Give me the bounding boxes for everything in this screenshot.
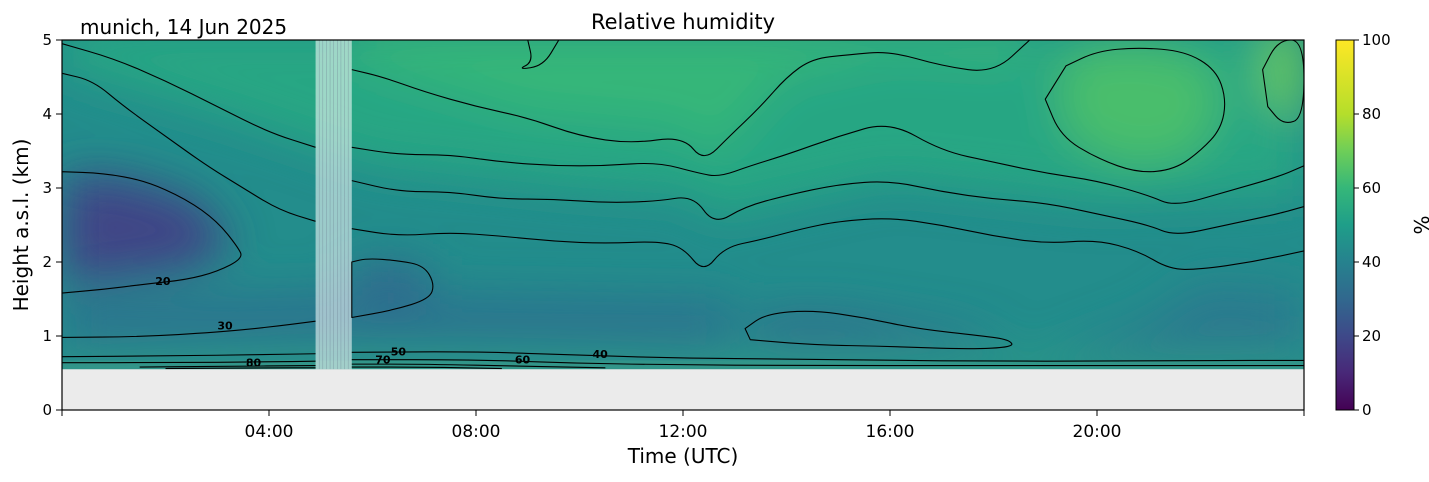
contour-label-2: 80: [246, 357, 262, 370]
contour-label-0: 20: [155, 275, 171, 288]
below-surface-area: [62, 369, 1304, 410]
colorbar-tick-label: 40: [1362, 253, 1381, 271]
field-band-1: [351, 40, 1026, 159]
masked-contours: [318, 40, 349, 370]
contour-label-3: 70: [375, 354, 391, 367]
contour-label-1: 30: [217, 320, 233, 333]
colorbar-tick-label: 0: [1362, 401, 1372, 419]
contour-label-4: 50: [391, 346, 407, 359]
y-tick-label: 1: [42, 327, 52, 345]
contour-40-4: [62, 72, 316, 222]
x-axis-label: Time (UTC): [627, 444, 739, 468]
colorbar-tick-label: 100: [1362, 31, 1391, 49]
field-band-4: [62, 173, 233, 285]
contour-60-16: [351, 359, 1304, 367]
y-tick-label: 5: [42, 31, 52, 49]
contour-70-17: [139, 365, 316, 368]
field-blobs: [62, 40, 1304, 370]
contour-label-5: 60: [515, 354, 531, 367]
colorbar-gradient: [1335, 39, 1355, 411]
x-tick-label: 04:00: [245, 422, 294, 442]
x-tick-label: 20:00: [1073, 422, 1122, 442]
contour-70-18: [351, 363, 606, 369]
x-tick-label: 16:00: [866, 422, 915, 442]
field-band-7: [62, 291, 735, 351]
contour-50-7: [351, 180, 1304, 234]
y-tick-label: 2: [42, 253, 52, 271]
contour-80-19: [165, 367, 316, 370]
contour-label-6: 40: [593, 348, 609, 361]
contour-50-13: [62, 353, 316, 358]
contour-30-3: [62, 320, 316, 339]
y-tick-label: 0: [42, 401, 52, 419]
contour-20-0: [62, 171, 242, 294]
y-axis-label: Height a.s.l. (km): [9, 139, 33, 312]
contour-60-9: [351, 40, 1031, 157]
x-tick-label: 12:00: [659, 422, 708, 442]
y-tick-label: 3: [42, 179, 52, 197]
x-tick-label: 08:00: [452, 422, 501, 442]
field-band-8: [1045, 284, 1304, 359]
contour-60-15: [62, 360, 316, 364]
colorbar-tick-label: 20: [1362, 327, 1381, 345]
y-tick-label: 4: [42, 105, 52, 123]
contour-60-11: [1044, 47, 1226, 173]
contour-40-5: [351, 218, 1304, 270]
contour-70-12: [1262, 40, 1304, 123]
colorbar: 0 20 40 60 80 100 %: [1335, 31, 1429, 419]
contour-60-10: [521, 40, 560, 69]
field-band-6: [745, 313, 1015, 348]
y-axis: 0 1 2 3 4 5: [42, 31, 62, 419]
chart-title: Relative humidity: [591, 10, 775, 34]
contour-55-8: [351, 125, 1304, 204]
field-band-3: [1262, 40, 1304, 122]
chart-subtitle: munich, 14 Jun 2025: [80, 15, 287, 39]
colorbar-tick-label: 80: [1362, 105, 1381, 123]
humidity-field: [62, 40, 1304, 370]
contour-30-2: [744, 310, 1013, 350]
contour-50-14: [351, 351, 1304, 362]
contour-50-6: [62, 43, 316, 148]
contour-lines: [62, 40, 1304, 370]
x-axis: 04:00 08:00 12:00 16:00 20:00: [61, 410, 1305, 442]
field-band-2: [1055, 43, 1222, 166]
contour-80-20: [351, 366, 502, 370]
colorbar-ticks: 0 20 40 60 80 100: [1354, 31, 1391, 419]
contour-30-1: [351, 258, 434, 319]
colorbar-tick-label: 60: [1362, 179, 1381, 197]
colorbar-label: %: [1409, 215, 1429, 234]
